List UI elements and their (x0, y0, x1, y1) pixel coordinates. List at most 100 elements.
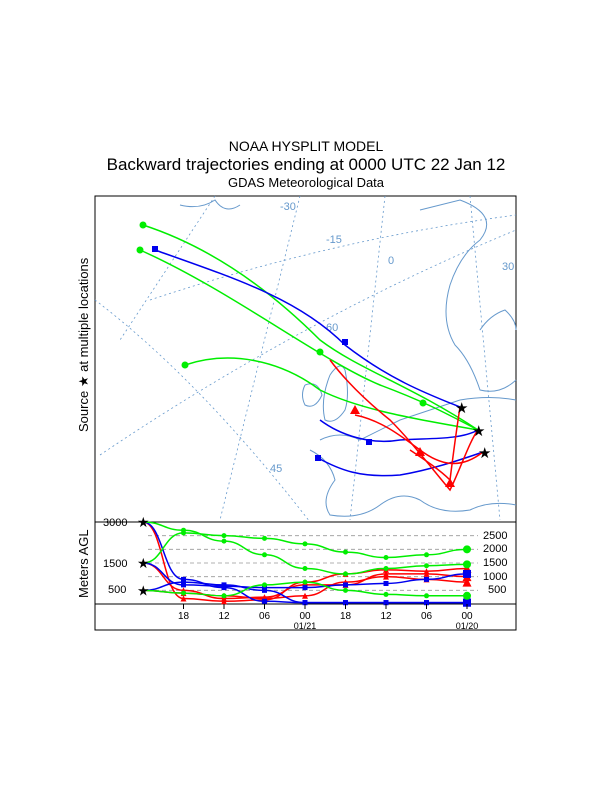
star-icon: ★ (76, 376, 91, 388)
map-grid-labels: -30 -15 0 30 60 45 (270, 201, 514, 475)
data-point (302, 592, 308, 599)
data-point (262, 582, 267, 588)
grid-label-0: 0 (388, 255, 394, 267)
map-traj-red-3 (409, 406, 461, 482)
star-icon: ★ (137, 514, 150, 530)
scandinavia-coast (419, 199, 517, 392)
map-marker-green (139, 221, 147, 229)
series-line (142, 532, 468, 564)
data-point (463, 545, 471, 554)
source-label: Source ★ at multiple locations (76, 257, 91, 432)
grid-label-m15: -15 (326, 234, 342, 246)
graticule-curve-west (94, 299, 311, 523)
x-tick-label: 18 (178, 611, 190, 622)
finland-coast (479, 309, 517, 331)
map-marker-blue (342, 339, 348, 345)
data-point (302, 600, 308, 606)
right-axis-label-2000: 2000 (483, 543, 507, 555)
data-point (181, 590, 186, 596)
data-point (181, 527, 186, 533)
map-graticule (94, 195, 517, 523)
graticule-parallel-45 (99, 229, 517, 456)
data-point (221, 593, 227, 599)
x-tick-label: 00 (461, 611, 473, 622)
map-marker-green (316, 348, 324, 356)
data-point (181, 582, 186, 588)
data-point (343, 600, 348, 606)
data-point (262, 585, 267, 591)
x-tick-label: 00 (299, 611, 311, 622)
graticule-meridian-m30 (119, 195, 216, 341)
right-axis-label-1000: 1000 (483, 571, 507, 583)
data-point (424, 593, 429, 599)
data-point (302, 585, 308, 591)
map-traj-blue-2 (319, 419, 479, 443)
ireland-coast (302, 383, 323, 407)
chart-subtitle: GDAS Meteorological Data (227, 175, 385, 190)
data-point (424, 563, 429, 569)
map-marker-green (181, 361, 189, 369)
data-point (221, 533, 227, 539)
data-point (424, 576, 429, 582)
right-axis-label-500: 500 (488, 584, 506, 596)
map-marker-green (419, 399, 427, 407)
data-point (180, 595, 187, 602)
graticule-meridian-30 (469, 195, 501, 521)
map-end-stars: ★ ★ ★ (455, 400, 491, 462)
x-tick-label: 12 (380, 611, 392, 622)
data-point (262, 552, 267, 558)
data-point (383, 581, 389, 586)
height-ylabel: Meters AGL (76, 529, 91, 598)
map-traj-blue-1 (154, 249, 461, 408)
data-point (383, 555, 389, 561)
map-trajectory-markers (136, 221, 455, 487)
map-marker-red (350, 405, 360, 414)
data-point (262, 535, 267, 541)
continent-south-coast (309, 449, 517, 517)
x-date-label: 01/21 (294, 621, 317, 631)
data-point (302, 541, 308, 547)
data-point (424, 600, 429, 606)
height-panel-frame (94, 521, 517, 631)
height-gridlines (148, 535, 478, 591)
data-point (462, 577, 472, 587)
chart-title: Backward trajectories ending at 0000 UTC… (106, 155, 506, 174)
data-point (181, 576, 186, 582)
x-date-label: 01/20 (456, 621, 479, 631)
data-point (221, 585, 227, 591)
data-point (343, 582, 348, 588)
x-tick-label: 18 (340, 611, 352, 622)
height-start-stars: ★ ★ ★ (137, 514, 150, 598)
height-series (142, 521, 472, 607)
map-traj-green-2 (139, 249, 479, 431)
x-tick-label: 06 (421, 611, 433, 622)
grid-label-60: 60 (326, 322, 338, 334)
star-icon: ★ (472, 423, 485, 440)
height-ylabel-group: Meters AGL (76, 529, 91, 598)
data-point (423, 568, 430, 575)
x-tick-label: 06 (259, 611, 271, 622)
data-point (343, 587, 348, 593)
x-tick-label: 12 (218, 611, 230, 622)
data-point (181, 579, 186, 585)
map-traj-green-1 (142, 224, 479, 431)
star-icon: ★ (137, 555, 150, 571)
right-axis-label-2500: 2500 (483, 530, 507, 542)
map-frame (94, 195, 517, 523)
grid-label-45: 45 (270, 463, 282, 475)
data-point (383, 570, 389, 577)
data-point (383, 565, 389, 571)
data-point (262, 598, 267, 604)
data-point (221, 598, 227, 605)
data-point (343, 549, 348, 555)
data-point (302, 565, 308, 571)
greenland-coast (179, 199, 241, 210)
map-marker-green (136, 246, 144, 254)
data-point (302, 579, 308, 585)
right-axis-label-1500: 1500 (483, 557, 507, 569)
left-axis-label-1500: 1500 (103, 558, 127, 570)
data-point (343, 571, 348, 577)
map-marker-red (415, 447, 425, 456)
star-icon: ★ (478, 445, 491, 462)
